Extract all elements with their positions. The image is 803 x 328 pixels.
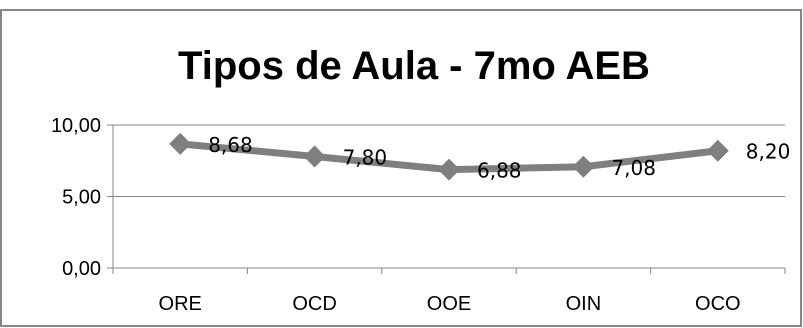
- series: [169, 132, 729, 181]
- chart-title: Tipos de Aula - 7mo AEB: [178, 44, 650, 88]
- y-tick-label: 10,00: [51, 115, 101, 137]
- data-point: [572, 155, 595, 178]
- x-tick-label: OIN: [566, 293, 602, 315]
- x-tick-label: OOE: [427, 293, 471, 315]
- y-axis-ticks: 0,00 5,00 10,00: [51, 115, 113, 280]
- data-label: 7,08: [611, 156, 656, 180]
- data-label: 8,68: [208, 133, 253, 157]
- data-point: [303, 145, 326, 168]
- data-point: [706, 139, 729, 162]
- data-point: [169, 132, 192, 155]
- data-label: 7,80: [343, 145, 388, 169]
- x-tick-label: OCO: [695, 293, 741, 315]
- data-labels: 8,68 7,80 6,88 7,08 8,20: [208, 133, 790, 183]
- x-axis-ticks: ORE OCD OOE OIN OCO: [112, 268, 786, 315]
- y-tick-label: 5,00: [62, 187, 101, 209]
- data-label: 8,20: [746, 140, 791, 164]
- x-tick-label: ORE: [159, 293, 202, 315]
- y-tick-label: 0,00: [62, 258, 101, 280]
- data-point: [438, 158, 460, 181]
- data-label: 6,88: [477, 159, 522, 183]
- gridlines: [113, 124, 785, 197]
- x-tick-label: OCD: [292, 293, 336, 315]
